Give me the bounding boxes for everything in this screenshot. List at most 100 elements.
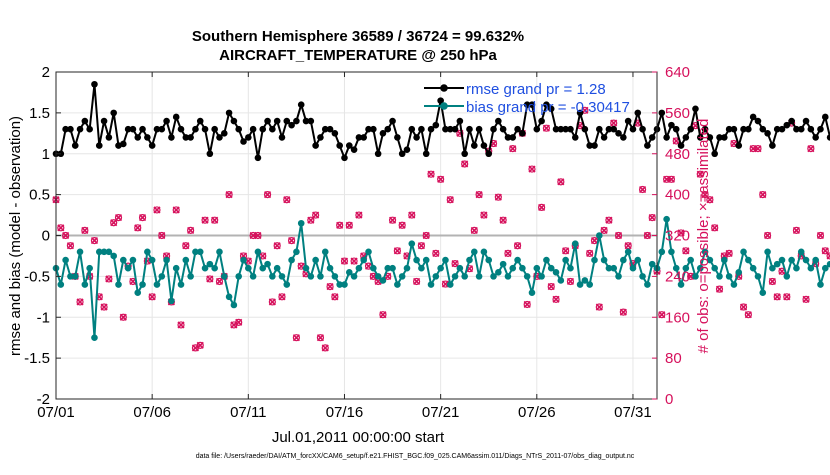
rmse-point bbox=[547, 105, 555, 113]
y-right-tick-labels: 0 80 160 240 320 400 480 560 640 bbox=[665, 64, 690, 408]
rmse-point bbox=[817, 125, 824, 133]
rmse-point bbox=[211, 125, 218, 133]
obs-assimilated-cross bbox=[639, 185, 647, 194]
rmse-point bbox=[797, 125, 805, 133]
rmse-point bbox=[543, 101, 550, 108]
bias-point bbox=[778, 256, 786, 264]
obs-possible-circle bbox=[638, 185, 647, 194]
obs-possible-circle bbox=[725, 249, 733, 257]
obs-assimilated-cross bbox=[148, 293, 156, 301]
obs-assimilated-cross bbox=[437, 175, 445, 183]
bias-point bbox=[668, 248, 675, 256]
x-tick-label: 07/31 bbox=[614, 404, 652, 421]
y-left-tick-label: -1 bbox=[37, 309, 50, 326]
rmse-point bbox=[663, 134, 670, 141]
rmse-point bbox=[821, 113, 829, 121]
obs-marker bbox=[66, 242, 75, 250]
bias-point bbox=[581, 277, 589, 284]
obs-possible-circle bbox=[504, 249, 512, 257]
rmse-point bbox=[331, 130, 339, 137]
obs-assimilated-cross bbox=[427, 170, 435, 178]
bias-point bbox=[706, 256, 714, 264]
obs-possible-circle bbox=[66, 242, 75, 250]
rmse-point bbox=[586, 142, 593, 149]
obs-possible-circle bbox=[388, 216, 397, 224]
rmse-point bbox=[269, 125, 276, 133]
obs-possible-circle bbox=[326, 282, 334, 291]
obs-marker bbox=[725, 249, 733, 257]
bias-point bbox=[182, 256, 190, 264]
obs-assimilated-cross bbox=[590, 237, 599, 245]
obs-marker bbox=[263, 191, 272, 199]
rmse-point bbox=[254, 154, 262, 162]
obs-possible-circle bbox=[701, 191, 709, 199]
obs-marker bbox=[826, 252, 830, 260]
rmse-point bbox=[259, 125, 267, 133]
obs-assimilated-cross bbox=[196, 341, 204, 349]
obs-marker bbox=[235, 318, 243, 326]
obs-marker bbox=[470, 226, 478, 234]
obs-possible-circle bbox=[600, 226, 608, 234]
obs-assimilated-cross bbox=[273, 242, 281, 250]
bias-point bbox=[389, 264, 396, 272]
obs-marker bbox=[475, 191, 483, 199]
obs-assimilated-cross bbox=[744, 311, 752, 319]
rmse-point bbox=[571, 134, 579, 141]
bias-point bbox=[773, 260, 781, 268]
bias-point bbox=[812, 256, 819, 264]
bias-point bbox=[124, 264, 132, 272]
rmse-point bbox=[432, 121, 440, 129]
obs-possible-circle bbox=[312, 211, 320, 219]
obs-marker bbox=[816, 231, 825, 240]
obs-possible-circle bbox=[523, 300, 531, 309]
obs-assimilated-cross bbox=[393, 247, 401, 255]
obs-marker bbox=[393, 247, 401, 255]
rmse-point bbox=[533, 125, 541, 133]
obs-assimilated-cross bbox=[562, 247, 570, 255]
bias-point bbox=[600, 256, 608, 264]
obs-marker bbox=[802, 295, 810, 303]
obs-assimilated-cross bbox=[76, 298, 84, 306]
obs-assimilated-cross bbox=[739, 303, 748, 311]
obs-assimilated-cross bbox=[62, 231, 70, 240]
bias-point bbox=[499, 260, 507, 268]
rmse-point bbox=[773, 125, 781, 133]
rmse-point bbox=[754, 117, 762, 125]
rmse-point bbox=[600, 134, 608, 141]
obs-assimilated-cross bbox=[667, 175, 675, 183]
obs-marker bbox=[744, 311, 752, 319]
bias-point bbox=[605, 264, 613, 272]
obs-possible-circle bbox=[105, 275, 113, 283]
bias-point bbox=[345, 268, 353, 276]
rmse-point bbox=[475, 125, 483, 133]
rmse-point bbox=[379, 130, 387, 137]
obs-assimilated-cross bbox=[413, 277, 421, 286]
obs-possible-circle bbox=[177, 321, 185, 329]
obs-assimilated-cross bbox=[605, 216, 613, 224]
rmse-point bbox=[610, 125, 618, 133]
bias-point bbox=[427, 281, 435, 288]
bias-point bbox=[220, 273, 228, 280]
obs-assimilated-cross bbox=[557, 178, 565, 186]
obs-possible-circle bbox=[826, 252, 830, 260]
obs-marker bbox=[158, 231, 166, 240]
rmse-point bbox=[249, 125, 257, 133]
obs-marker bbox=[504, 249, 512, 257]
bias-point bbox=[470, 248, 478, 256]
obs-possible-circle bbox=[321, 344, 329, 352]
obs-possible-circle bbox=[350, 257, 358, 265]
obs-marker bbox=[432, 249, 440, 257]
bias-point bbox=[432, 273, 440, 280]
rmse-point bbox=[648, 134, 656, 141]
obs-possible-circle bbox=[432, 249, 440, 257]
obs-marker bbox=[105, 275, 113, 283]
obs-marker bbox=[667, 175, 676, 183]
obs-possible-circle bbox=[119, 313, 127, 321]
obs-marker bbox=[595, 303, 603, 311]
obs-possible-circle bbox=[807, 145, 815, 153]
bias-point bbox=[721, 256, 728, 264]
obs-possible-circle bbox=[509, 145, 517, 153]
rmse-point bbox=[67, 125, 74, 133]
bias-point bbox=[307, 273, 315, 280]
bias-point bbox=[480, 248, 488, 256]
